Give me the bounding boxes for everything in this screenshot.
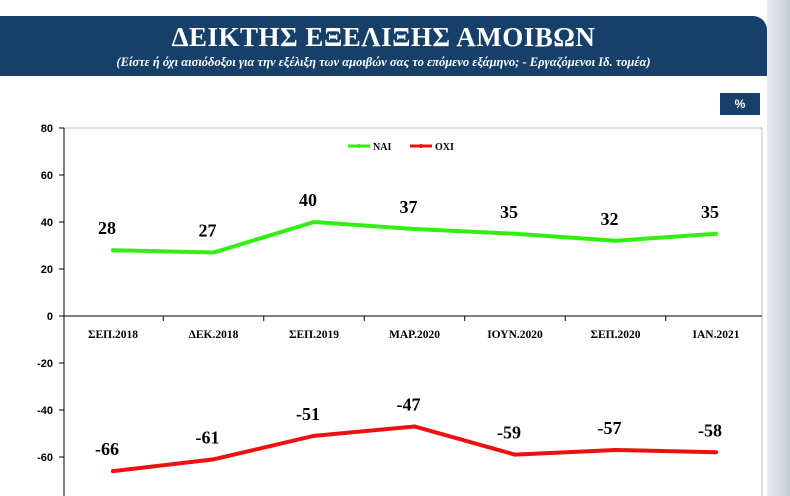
- data-point-no: [714, 450, 718, 455]
- data-point-no: [412, 424, 417, 429]
- x-tick-label: ΣΕΠ.2018: [88, 329, 138, 341]
- data-label-no: -59: [497, 423, 521, 443]
- x-tick-label: ΣΕΠ.2019: [289, 329, 339, 341]
- y-tick-label: 0: [47, 311, 53, 323]
- data-label-no: -58: [698, 420, 722, 440]
- legend-marker: [357, 144, 361, 148]
- right-edge-strip: [767, 0, 790, 496]
- data-point-yes: [111, 248, 115, 253]
- y-tick-label: 20: [41, 264, 53, 276]
- x-tick-label: ΙΟΥΝ.2020: [487, 329, 543, 341]
- data-point-yes: [211, 250, 216, 255]
- data-point-no: [312, 433, 316, 438]
- line-chart: 80 60 40 20 0 -20 -40 -60 ΣΕΠ.2018 ΔΕΚ.2018 ΣΕΠ.20…: [37, 123, 763, 496]
- y-tick-label: 40: [41, 217, 53, 229]
- data-point-no: [111, 469, 115, 474]
- legend-label-no: ΟΧΙ: [435, 142, 454, 153]
- data-point-yes: [613, 238, 618, 243]
- data-label-no: -51: [296, 404, 320, 424]
- plot-area-border: [63, 127, 763, 496]
- y-tick-label: 60: [41, 170, 53, 182]
- x-tick-label: ΙΑΝ.2021: [693, 329, 740, 341]
- data-label-no: -47: [397, 394, 421, 414]
- y-tick-label: -40: [37, 405, 53, 417]
- data-label-yes: 35: [500, 202, 518, 222]
- x-tick-label: ΜΑΡ.2020: [389, 329, 440, 341]
- data-label-yes: 27: [199, 221, 217, 241]
- chart-header: ΔΕΙΚΤΗΣ ΕΞΕΛΙΞΗΣ ΑΜΟΙΒΩΝ (Είστε ή όχι αι…: [0, 16, 767, 76]
- data-point-yes: [312, 220, 316, 224]
- y-tick-label: -60: [37, 452, 53, 464]
- data-point-yes: [412, 227, 417, 232]
- data-point-no: [513, 452, 517, 457]
- data-label-no: -57: [598, 418, 622, 438]
- data-label-no: -61: [196, 427, 220, 447]
- data-label-yes: 32: [601, 209, 619, 229]
- x-tick-label: ΣΕΠ.2020: [590, 329, 640, 341]
- data-label-yes: 28: [98, 218, 116, 238]
- data-label-no: -66: [95, 439, 119, 459]
- data-point-no: [211, 457, 216, 462]
- chart-title: ΔΕΙΚΤΗΣ ΕΞΕΛΙΞΗΣ ΑΜΟΙΒΩΝ: [171, 22, 596, 52]
- chart-subtitle: (Είστε ή όχι αισιόδοξοι για την εξέλιξη …: [116, 55, 651, 69]
- y-tick-label: 80: [41, 123, 53, 135]
- legend-marker: [419, 144, 423, 148]
- unit-badge: %: [720, 93, 760, 115]
- legend-label-yes: ΝΑΙ: [373, 142, 391, 153]
- x-tick-label: ΔΕΚ.2018: [189, 329, 239, 341]
- data-label-yes: 40: [299, 190, 317, 210]
- data-label-yes: 37: [400, 197, 418, 217]
- data-point-no: [613, 447, 618, 452]
- y-tick-label: -20: [37, 358, 53, 370]
- data-point-yes: [513, 231, 517, 236]
- data-label-yes: 35: [701, 202, 719, 222]
- data-point-yes: [714, 231, 718, 236]
